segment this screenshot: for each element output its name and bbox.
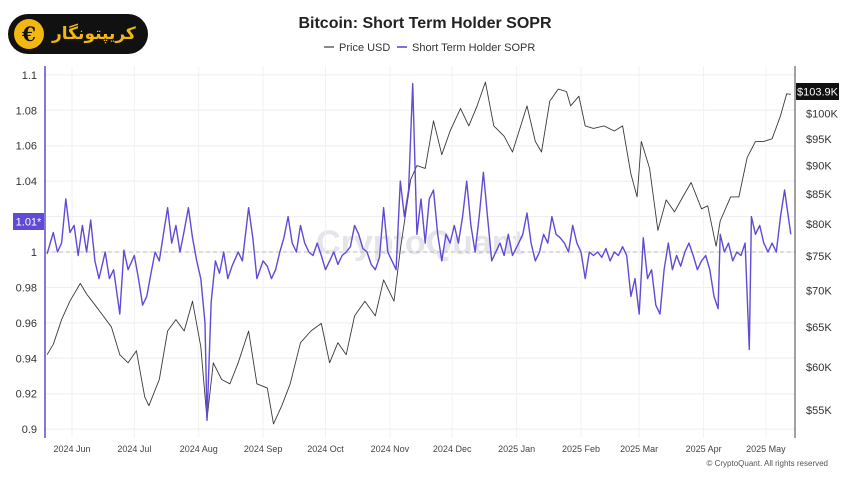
x-tick-label: 2025 Jan <box>498 444 535 454</box>
price-current-badge-bg <box>796 83 839 100</box>
x-tick-label: 2024 Dec <box>433 444 472 454</box>
copyright: © CryptoQuant. All rights reserved <box>707 459 829 468</box>
left-tick-label: 1.04 <box>16 176 37 188</box>
legend-sopr-label[interactable]: Short Term Holder SOPR <box>412 42 535 54</box>
series-line-sth-sopr <box>46 83 792 421</box>
left-tick-label: 0.92 <box>16 389 37 401</box>
watermark: CryptoQuant <box>316 224 524 262</box>
left-tick-label: 1 <box>31 247 37 259</box>
left-tick-label: 1.08 <box>16 105 37 117</box>
right-tick-label: $95K <box>806 134 832 146</box>
right-tick-label: $80K <box>806 219 832 231</box>
right-tick-label: $65K <box>806 322 832 334</box>
left-tick-label: 1.06 <box>16 141 37 153</box>
right-tick-label: $75K <box>806 251 832 263</box>
series-line-price-usd <box>46 81 791 425</box>
x-tick-label: 2024 Aug <box>180 444 218 454</box>
left-tick-label: 0.9 <box>22 424 37 436</box>
coin-icon: € <box>14 19 44 49</box>
right-tick-label: $100K <box>806 108 838 120</box>
left-tick-label: 0.98 <box>16 282 37 294</box>
price-current-label: $103.9K <box>797 87 839 99</box>
chart-title: Bitcoin: Short Term Holder SOPR <box>298 15 552 32</box>
x-tick-label: 2025 Mar <box>620 444 658 454</box>
sopr-current-badge: 1.01* <box>13 213 44 230</box>
x-tick-label: 2024 Nov <box>371 444 410 454</box>
x-tick-label: 2025 Apr <box>686 444 722 454</box>
brand-logo-text: کریپتونگار <box>52 24 136 44</box>
right-tick-label: $70K <box>806 285 832 297</box>
x-tick-label: 2025 May <box>746 444 786 454</box>
x-axis: 2024 Jun 2024 Jul 2024 Aug 2024 Sep 2024 Oct… <box>53 444 786 454</box>
x-tick-label: 2024 Jun <box>53 444 90 454</box>
legend: Price USD Short Term Holder SOPR <box>324 42 535 54</box>
brand-logo: € کریپتونگار <box>8 14 148 54</box>
x-tick-label: 2024 Jul <box>117 444 151 454</box>
legend-price-label[interactable]: Price USD <box>339 42 390 54</box>
sopr-current-label: 1.01* <box>16 217 42 229</box>
left-tick-label: 1.1 <box>22 70 37 82</box>
sopr-current-badge-bg <box>13 213 44 230</box>
left-tick-label: 0.94 <box>16 353 37 365</box>
price-current-badge: $103.9K <box>796 83 839 100</box>
right-axis: $55K $60K $65K $70K $75K $80K $85K $90K $95K $100… <box>806 108 838 417</box>
left-tick-label: 0.96 <box>16 318 37 330</box>
right-tick-label: $85K <box>806 189 832 201</box>
x-tick-label: 2025 Feb <box>562 444 600 454</box>
right-tick-label: $90K <box>806 161 832 173</box>
right-tick-label: $60K <box>806 362 832 374</box>
x-tick-label: 2024 Sep <box>244 444 283 454</box>
right-tick-label: $55K <box>806 405 832 417</box>
x-tick-label: 2024 Oct <box>307 444 344 454</box>
